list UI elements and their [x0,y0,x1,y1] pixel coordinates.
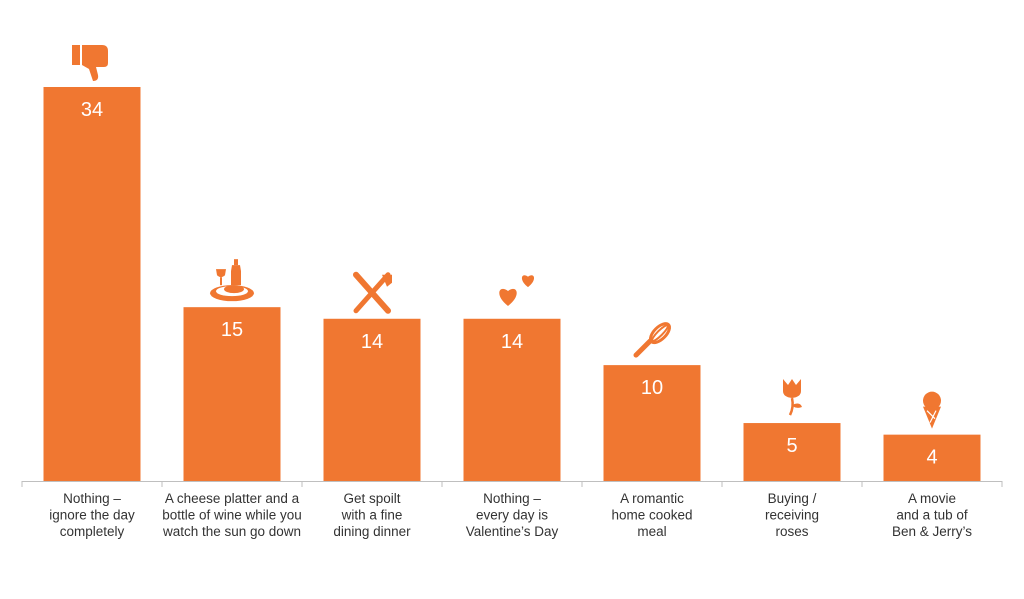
bar [883,434,981,481]
ice-cream-icon [923,391,941,429]
bar-value-label: 10 [641,377,663,399]
bars-group: 34 15 14 14 10 5 4 [43,87,981,481]
fork-and-knife-icon [353,271,392,314]
bar-value-label: 15 [221,319,243,341]
category-label: Buying / receiving roses [765,491,819,539]
bar-value-label: 4 [926,447,937,469]
category-label: Get spoilt with a fine dining dinner [333,491,411,539]
bar [43,87,141,481]
category-label: A cheese platter and a bottle of wine whi… [162,491,302,539]
bar-value-label: 5 [786,435,797,457]
bar [603,365,701,481]
icons-group [72,45,941,429]
bar [183,307,281,481]
category-label: A romantic home cooked meal [611,491,692,539]
category-labels: Nothing – ignore the day completely A chees… [49,491,972,539]
category-label: A movie and a tub of Ben & Jerry’s [892,491,972,539]
thumbs-down-icon [72,45,108,81]
whisk-icon [633,322,671,358]
x-axis-ticks [21,481,1003,487]
bar-value-label: 34 [81,99,103,121]
bar-value-label: 14 [361,331,383,353]
hearts-icon [499,275,535,306]
wine-and-cheese-icon [210,259,254,302]
bar [743,423,841,481]
bar-value-label: 14 [501,331,523,353]
category-label: Nothing – every day is Valentine’s Day [466,491,559,539]
category-label: Nothing – ignore the day completely [49,491,135,539]
rose-icon [783,379,802,416]
bar [323,318,421,481]
bar [463,318,561,481]
